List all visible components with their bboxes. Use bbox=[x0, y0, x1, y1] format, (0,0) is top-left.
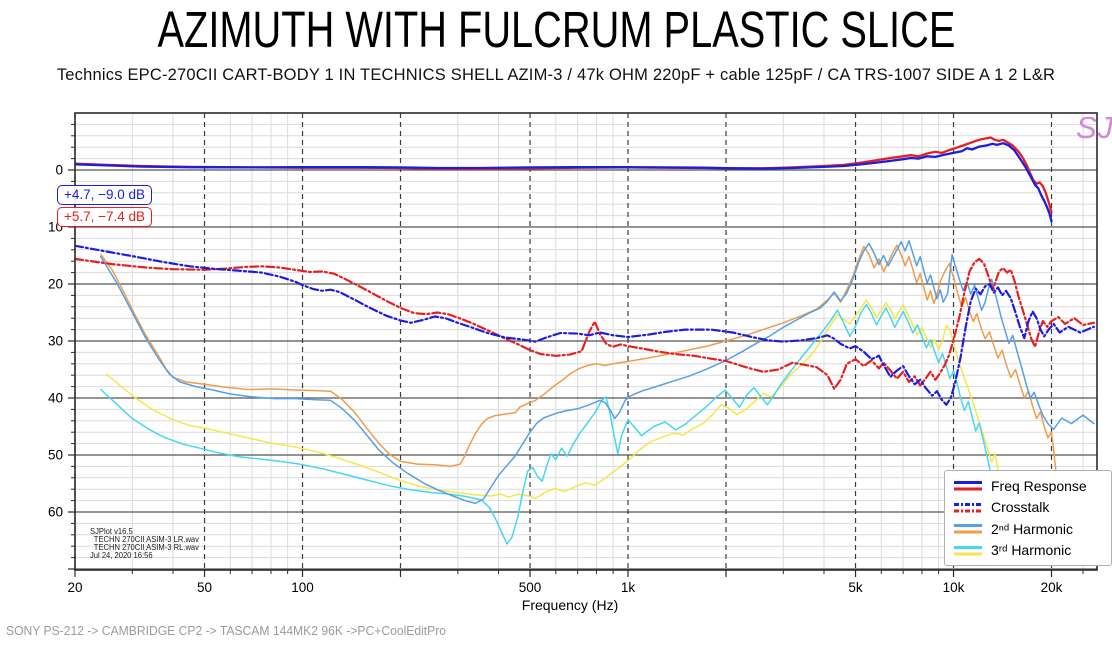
svg-text:0: 0 bbox=[55, 163, 63, 178]
svg-text:60: 60 bbox=[48, 505, 63, 520]
legend-label: 2ⁿᵈ Harmonic bbox=[991, 520, 1073, 537]
svg-text:50: 50 bbox=[197, 580, 212, 595]
svg-text:40: 40 bbox=[48, 391, 63, 406]
svg-text:20k: 20k bbox=[1041, 580, 1063, 595]
watermark-date: Jul 24, 2020 16:56 bbox=[90, 551, 153, 560]
svg-text:50: 50 bbox=[48, 448, 63, 463]
svg-text:500: 500 bbox=[519, 580, 542, 595]
plot-watermark: SJPlot v16.5 TECHN 270CII ASIM-3 LR.wav … bbox=[90, 528, 199, 560]
legend-item-3rd-harmonic: 3ʳᵈ Harmonic bbox=[953, 540, 1111, 562]
watermark-version: SJPlot v16.5 bbox=[90, 527, 133, 536]
legend-item-2nd-harmonic: 2ⁿᵈ Harmonic bbox=[953, 518, 1111, 540]
legend-item-freq-response: Freq Response bbox=[953, 475, 1111, 497]
legend-item-crosstalk: Crosstalk bbox=[953, 497, 1111, 519]
measurement-subtitle: Technics EPC-270CII CART-BODY 1 IN TECHN… bbox=[56, 66, 1056, 84]
svg-text:Frequency (Hz): Frequency (Hz) bbox=[522, 597, 618, 613]
svg-text:20: 20 bbox=[48, 277, 63, 292]
svg-text:30: 30 bbox=[48, 334, 63, 349]
freq-response-swatch-icon bbox=[953, 479, 983, 492]
svg-text:1k: 1k bbox=[621, 580, 636, 595]
sj-logo: SJ bbox=[1076, 110, 1112, 145]
svg-text:10k: 10k bbox=[943, 580, 965, 595]
legend-label: 3ʳᵈ Harmonic bbox=[991, 542, 1072, 559]
signal-chain-caption: SONY PS-212 -> CAMBRIDGE CP2 -> TASCAM 1… bbox=[6, 624, 447, 638]
svg-text:5k: 5k bbox=[848, 580, 863, 595]
watermark-file-1: TECHN 270CII ASIM-3 LR.wav bbox=[93, 535, 199, 544]
legend-label: Crosstalk bbox=[991, 499, 1050, 516]
second-harmonic-swatch-icon bbox=[953, 522, 983, 535]
chart-legend: Freq Response Crosstalk 2ⁿᵈ Harmonic 3ʳᵈ… bbox=[944, 470, 1112, 566]
third-harmonic-swatch-icon bbox=[953, 544, 983, 557]
legend-label: Freq Response bbox=[991, 477, 1087, 494]
page-title: AZIMUTH WITH FULCRUM PLASTIC SLICE bbox=[157, 1, 955, 58]
svg-text:20: 20 bbox=[67, 580, 82, 595]
watermark-file-2: TECHN 270CII ASIM-3 RL.wav bbox=[93, 543, 199, 552]
annotation-right-channel-minmax: +5.7, −7.4 dB bbox=[57, 207, 153, 227]
svg-text:100: 100 bbox=[291, 580, 314, 595]
annotation-left-channel-minmax: +4.7, −9.0 dB bbox=[57, 185, 153, 205]
crosstalk-swatch-icon bbox=[953, 501, 983, 514]
